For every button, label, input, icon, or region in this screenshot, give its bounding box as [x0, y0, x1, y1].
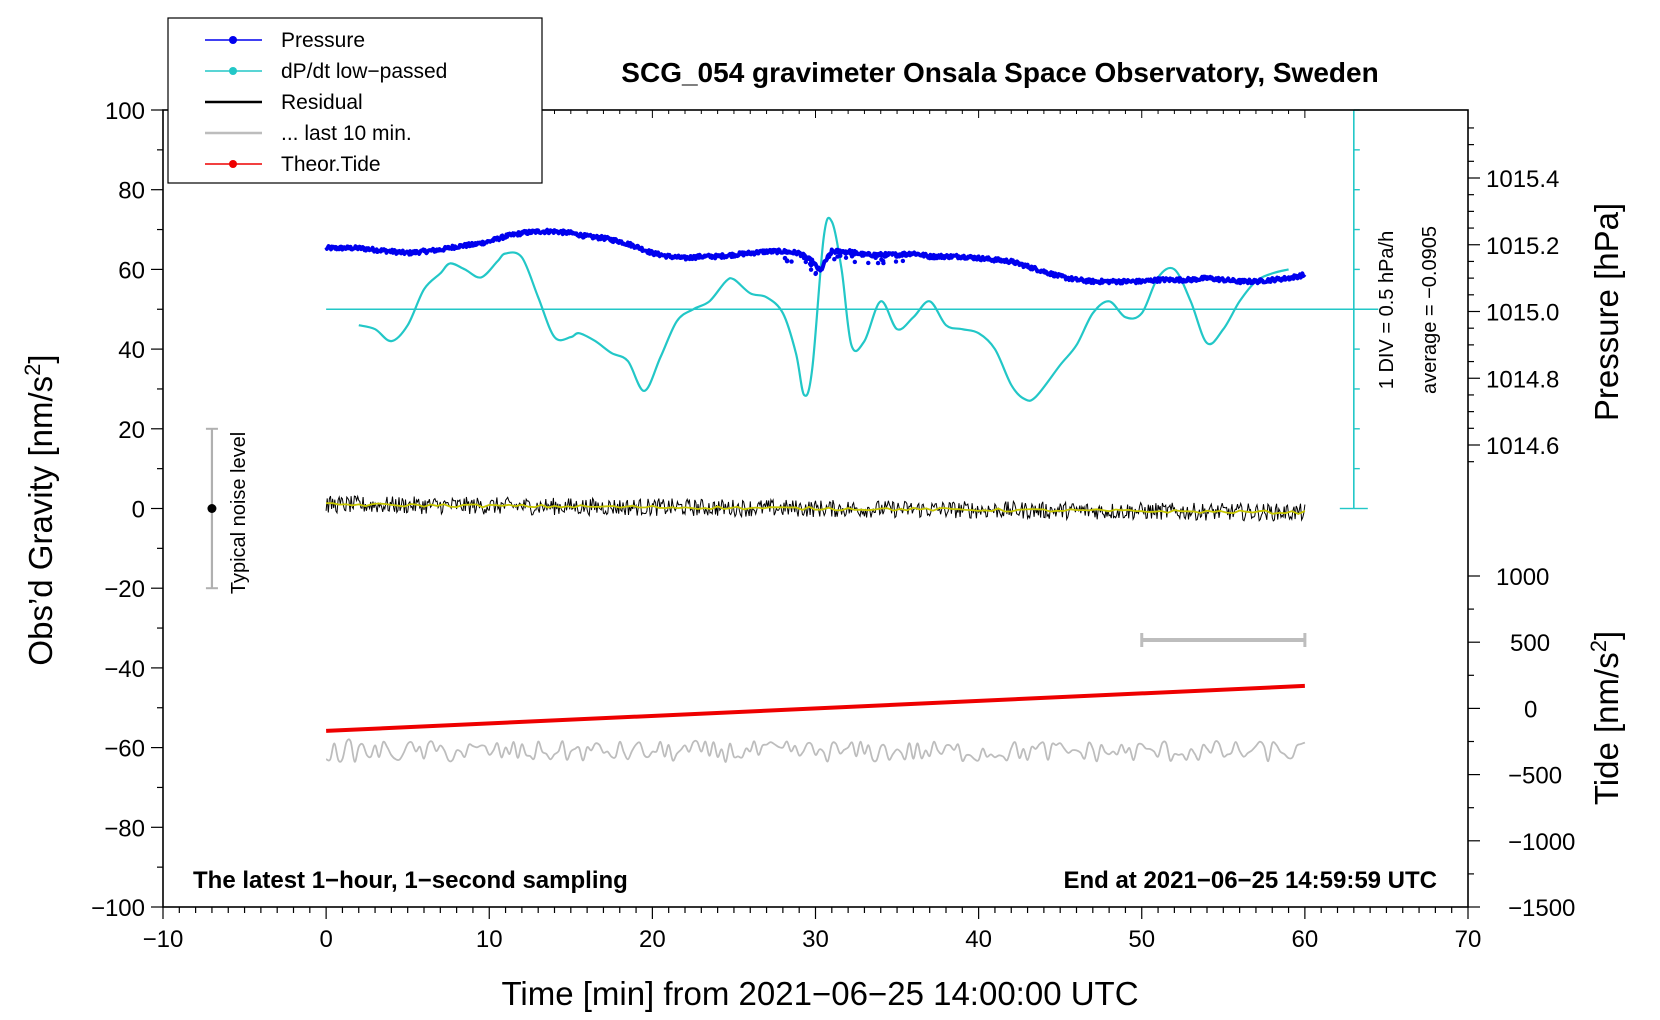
y-left-tick-label: −40 — [104, 656, 145, 683]
div-scale-label: 1 DIV = 0.5 hPa/h — [1376, 231, 1398, 389]
y-left-tick-label: 100 — [105, 98, 145, 125]
x-axis-title: Time [min] from 2021−06−25 14:00:00 UTC — [501, 975, 1138, 1012]
legend-marker-dpdt — [229, 67, 237, 75]
pressure-point — [838, 253, 843, 258]
y-tide-tick-label: 500 — [1510, 630, 1550, 657]
x-tick-label: 40 — [965, 926, 992, 953]
chart-title: SCG_054 gravimeter Onsala Space Observat… — [621, 57, 1378, 88]
x-tick-label: 60 — [1292, 926, 1319, 953]
pressure-point — [843, 255, 849, 260]
x-tick-label: −10 — [143, 926, 184, 953]
legend-marker-tide — [229, 160, 237, 168]
pressure-point — [873, 255, 878, 261]
pressure-point — [789, 259, 794, 264]
y-pressure-tick-label: 1015.2 — [1486, 233, 1559, 260]
pressure-point — [784, 259, 790, 264]
pressure-point — [855, 251, 860, 256]
pressure-point — [843, 251, 849, 256]
legend-label-residual: Residual — [281, 91, 363, 114]
dpdt-series-line — [358, 216, 1289, 402]
x-tick-label: 20 — [639, 926, 666, 953]
residual-smoothed-line — [326, 502, 1306, 515]
y-tide-tick-label: 0 — [1524, 696, 1537, 723]
pressure-point — [866, 260, 871, 266]
pressure-point — [852, 259, 858, 265]
plot-frame — [162, 109, 1469, 908]
pressure-point — [826, 254, 832, 260]
noise-level-center — [207, 504, 217, 513]
pressure-series-line — [324, 227, 1307, 286]
y-left-tick-label: 40 — [118, 337, 145, 364]
y-left-tick-label: 0 — [132, 497, 145, 524]
y-tide-tick-label: −500 — [1508, 763, 1562, 790]
pressure-point — [904, 251, 909, 257]
y-left-tick-label: −100 — [91, 895, 145, 922]
residual-series-line — [325, 494, 1306, 522]
y-pressure-tick-label: 1015.4 — [1486, 166, 1559, 193]
x-tick-label: 10 — [476, 926, 503, 953]
x-tick-label: 50 — [1128, 926, 1155, 953]
pressure-point — [807, 261, 813, 267]
x-tick-label: 70 — [1455, 926, 1482, 953]
pressure-point — [879, 257, 884, 262]
noise-level-label: Typical noise level — [228, 432, 250, 594]
legend-label-dpdt: dP/dt low−passed — [281, 60, 447, 83]
legend-marker-pressure — [229, 36, 237, 44]
end-time-annotation: End at 2021−06−25 14:59:59 UTC — [1063, 867, 1437, 894]
y-pressure-tick-label: 1014.6 — [1486, 433, 1559, 460]
y-pressure-tick-label: 1014.8 — [1486, 366, 1559, 393]
pressure-point — [808, 267, 814, 272]
y-left-tick-label: 80 — [118, 178, 145, 205]
y-left-tick-label: −80 — [104, 815, 145, 842]
x-tick-label: 30 — [802, 926, 829, 953]
legend-label-pressure: Pressure — [281, 29, 365, 52]
pressure-point — [832, 257, 837, 262]
y-axis-pressure-title: Pressure [hPa] — [1588, 203, 1625, 421]
pressure-point — [875, 260, 881, 266]
y-left-tick-label: −20 — [104, 576, 145, 603]
y-axis-tide-title: Tide [nm/s2] — [1586, 631, 1626, 805]
sampling-annotation: The latest 1−hour, 1−second sampling — [193, 867, 628, 894]
pressure-point — [805, 256, 810, 261]
last10-series-line — [325, 738, 1306, 763]
x-tick-label: 0 — [319, 926, 332, 953]
pressure-point — [900, 258, 906, 264]
legend-box — [167, 17, 543, 184]
pressure-point — [783, 249, 789, 255]
pressure-point — [803, 259, 808, 265]
y-left-tick-label: 60 — [118, 257, 145, 284]
tide-series-line — [326, 683, 1305, 733]
y-pressure-tick-label: 1015.0 — [1486, 300, 1559, 327]
average-label: average = −0.0905 — [1419, 226, 1441, 394]
pressure-point — [788, 250, 793, 255]
pressure-point — [883, 254, 889, 259]
pressure-point — [813, 271, 818, 277]
pressure-point — [881, 260, 886, 266]
pressure-point — [893, 259, 899, 264]
y-left-tick-label: 20 — [118, 417, 145, 444]
legend: Pressure dP/dt low−passed Residual ... last… — [167, 17, 543, 184]
pressure-point — [849, 254, 855, 259]
y-tide-tick-label: −1500 — [1508, 895, 1575, 922]
y-left-tick-label: −60 — [104, 736, 145, 763]
y-tide-tick-label: −1000 — [1508, 829, 1575, 856]
y-tide-tick-label: 1000 — [1496, 564, 1549, 591]
legend-label-tide: Theor.Tide — [281, 153, 381, 176]
y-axis-left-title: Obs’d Gravity [nm/s2] — [20, 354, 60, 665]
legend-label-last10: ... last 10 min. — [281, 122, 412, 145]
